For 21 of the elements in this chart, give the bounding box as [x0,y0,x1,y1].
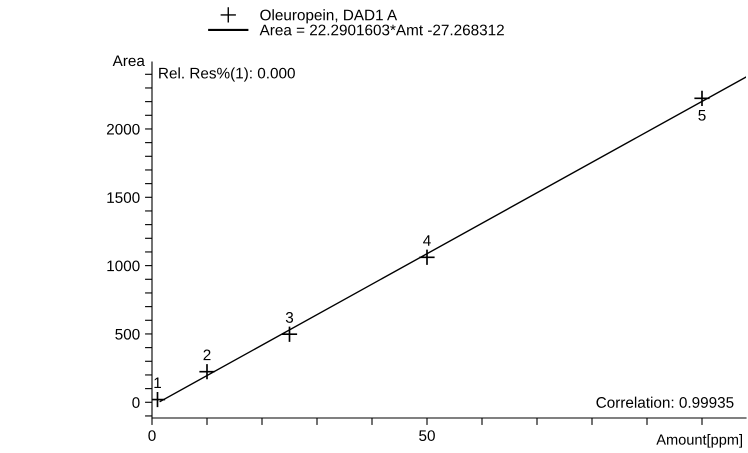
y-tick-label: 1500 [107,192,140,203]
legend-label: Area = 22.2901603*Amt -27.268312 [260,24,504,36]
point [418,248,436,266]
x-axis-title: Amount[ppm] [656,434,742,448]
y-axis-title: Area [112,55,145,66]
legend-label: Oleuropein, DAD1 A [260,9,398,24]
y-tick-label: 2000 [106,124,140,135]
annotation: 1 [154,378,162,388]
annotation: 3 [286,312,294,323]
point [694,90,710,107]
annotation: 2 [204,350,210,360]
point [281,326,298,343]
annotation: Correlation: 0.99935 [596,396,734,408]
annotation: 5 [698,110,706,121]
point [198,363,216,380]
annotation: Rel. Res%(1): 0.000 [159,67,295,82]
y-tick-label: 1000 [107,260,140,272]
y-tick-label: 0 [132,397,140,408]
y-tick-label: 500 [115,328,140,340]
annotation: 4 [423,235,431,246]
x-tick-label: 50 [419,430,435,442]
